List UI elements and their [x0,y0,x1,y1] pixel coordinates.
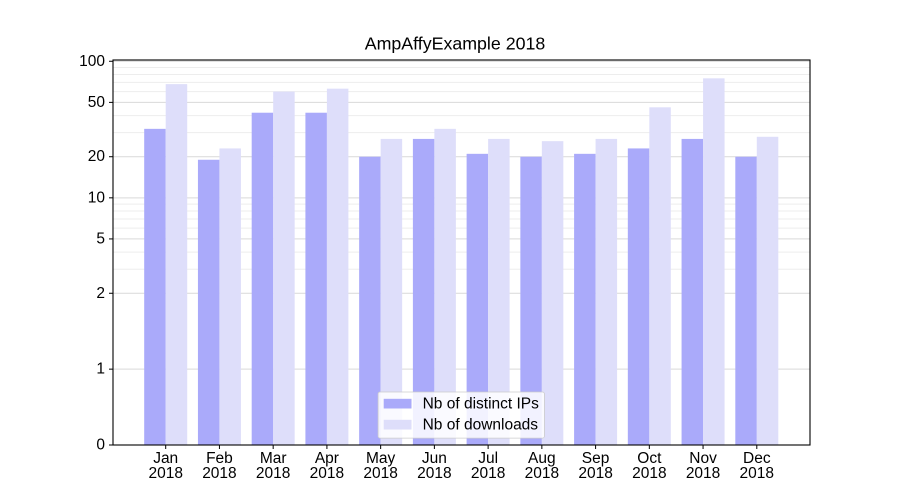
svg-text:1: 1 [96,361,105,378]
svg-text:10: 10 [88,189,106,206]
svg-text:2018: 2018 [256,465,290,482]
svg-text:100: 100 [79,53,105,70]
svg-text:50: 50 [88,94,106,111]
svg-text:2018: 2018 [686,465,720,482]
svg-text:5: 5 [96,230,105,247]
svg-text:2018: 2018 [148,465,182,482]
svg-text:2018: 2018 [471,465,505,482]
svg-text:0: 0 [96,437,105,454]
svg-text:Nb of downloads: Nb of downloads [423,416,539,433]
svg-text:Nb of distinct IPs: Nb of distinct IPs [423,395,540,412]
svg-text:2018: 2018 [525,465,559,482]
svg-text:20: 20 [88,148,106,165]
svg-text:2018: 2018 [740,465,774,482]
svg-text:2018: 2018 [578,465,612,482]
svg-text:AmpAffyExample 2018: AmpAffyExample 2018 [365,34,546,54]
svg-text:2018: 2018 [632,465,666,482]
svg-text:2018: 2018 [202,465,236,482]
svg-text:2018: 2018 [417,465,451,482]
svg-text:2018: 2018 [363,465,397,482]
svg-text:2018: 2018 [310,465,344,482]
svg-text:2: 2 [96,285,105,302]
